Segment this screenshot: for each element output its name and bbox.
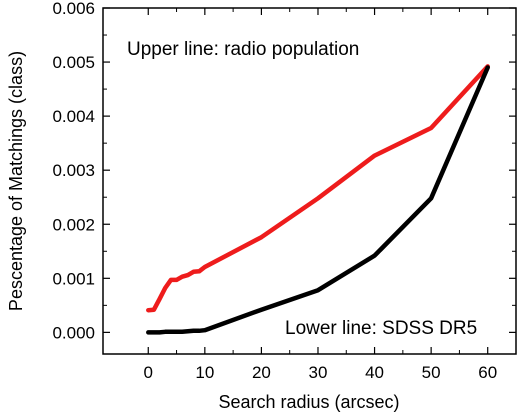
upper-line-annotation: Upper line: radio population	[127, 39, 359, 60]
x-axis-label: Search radius (arcsec)	[218, 392, 399, 412]
y-axis: 0.000 0.001 0.002 0.003 0.004 0.005 0.006	[52, 0, 516, 342]
y-tick-label: 0.003	[52, 161, 95, 180]
x-tick-label: 30	[309, 363, 328, 382]
series-layer	[146, 64, 490, 335]
y-tick-label: 0.006	[52, 0, 95, 18]
y-tick-label: 0.002	[52, 215, 95, 234]
x-tick-label: 50	[422, 363, 441, 382]
x-tick-label: 40	[365, 363, 384, 382]
x-tick-label: 10	[195, 363, 214, 382]
y-tick-label: 0.005	[52, 53, 95, 72]
y-tick-label: 0.004	[52, 107, 95, 126]
plot-frame	[102, 7, 517, 355]
x-tick-label: 0	[144, 363, 153, 382]
sdss-dr5-line	[146, 65, 490, 335]
x-tick-label: 20	[252, 363, 271, 382]
x-axis: 0 10 20 30 40 50 60	[144, 8, 497, 382]
lower-line-annotation: Lower line: SDSS DR5	[285, 318, 477, 339]
x-tick-label: 60	[478, 363, 497, 382]
y-axis-label: Pescentage of Matchings (class)	[6, 51, 26, 311]
y-tick-label: 0.001	[52, 269, 95, 288]
y-tick-label: 0.000	[52, 323, 95, 342]
radio-population-line	[146, 64, 490, 313]
